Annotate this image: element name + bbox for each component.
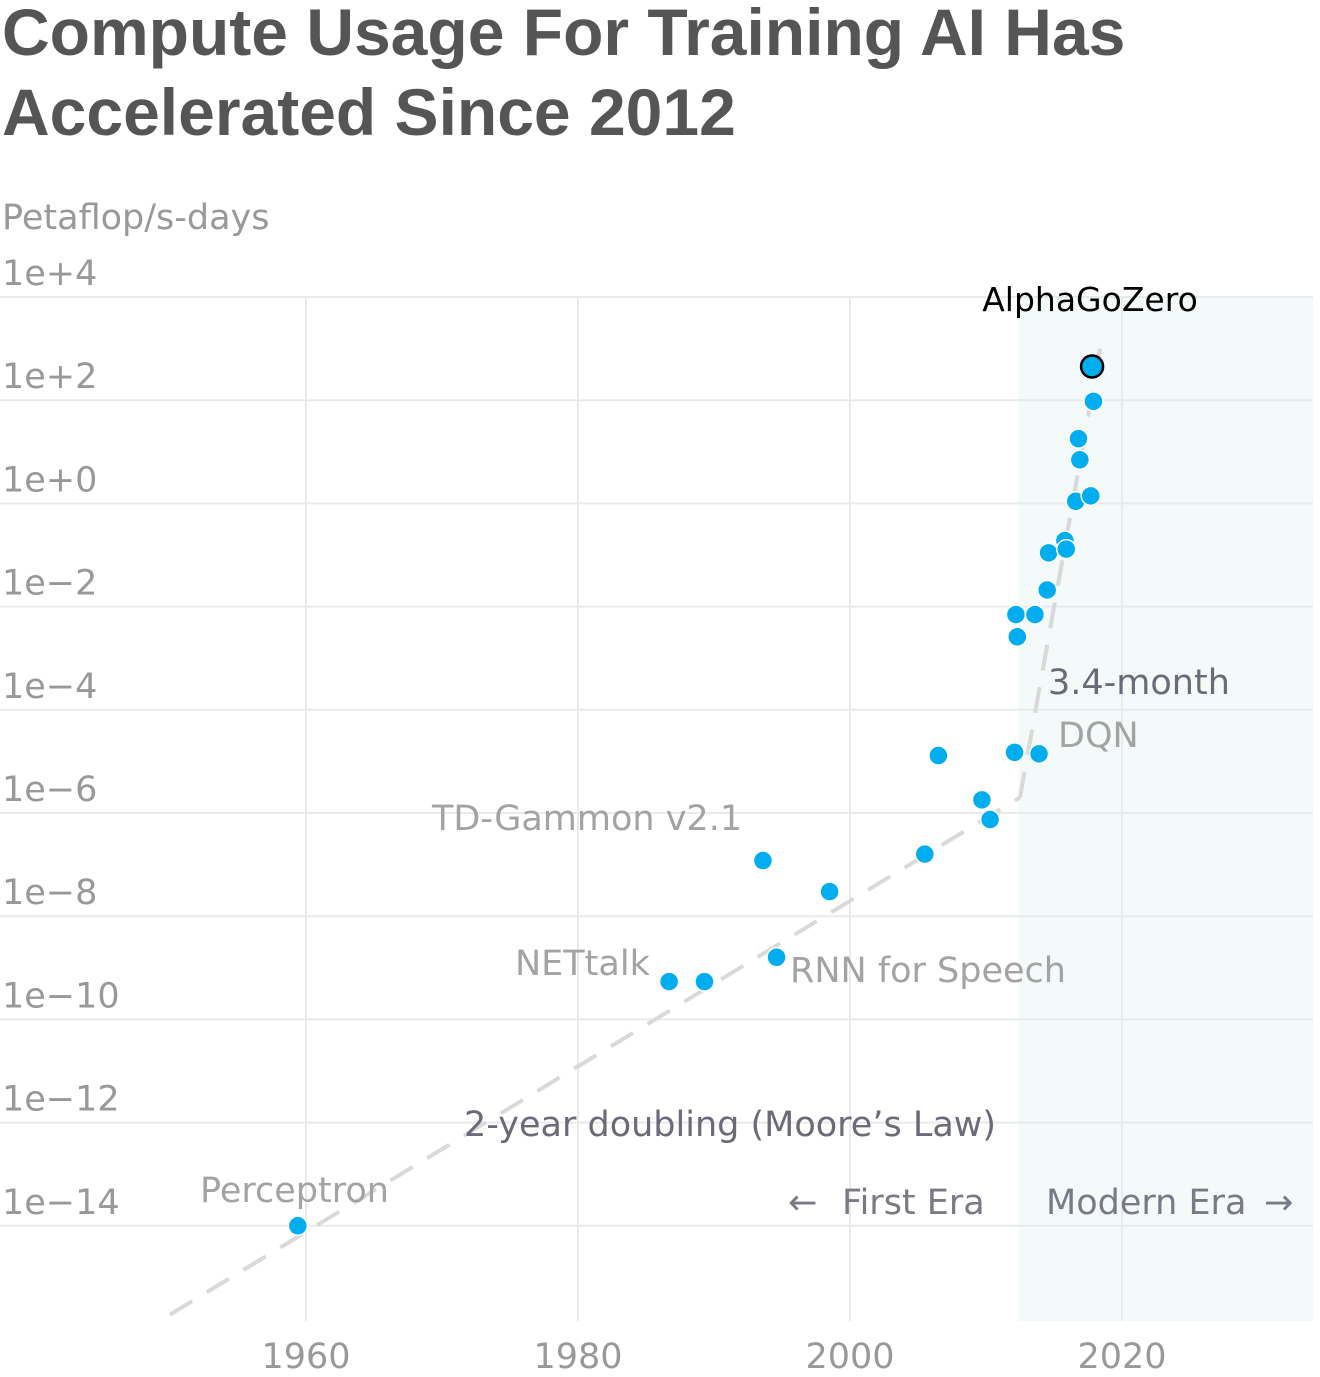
x-tick-label: 2000 [805,1337,894,1377]
first-era-arrow: ← [788,1183,817,1223]
data-point [766,947,787,968]
y-tick-label: 1e+4 [2,254,97,294]
data-point [1004,742,1025,763]
modern-era-arrow: → [1264,1183,1293,1223]
x-tick-label: 2020 [1077,1337,1166,1377]
data-point [1068,428,1089,449]
y-tick-label: 1e+2 [2,357,97,397]
annotation-td-gammon: TD-Gammon v2.1 [431,799,742,839]
annotation-dqn: DQN [1058,716,1139,756]
y-tick-label: 1e−4 [2,667,97,707]
data-point [1028,743,1050,765]
chart-title: Compute Usage For Training AI Has Accele… [2,0,1126,149]
data-point [752,850,774,871]
annotation-perceptron: Perceptron [200,1171,389,1211]
data-point [658,971,680,992]
data-point [1036,579,1058,601]
data-point [694,971,715,992]
y-tick-label: 1e−10 [2,976,120,1016]
y-tick-label: 1e+0 [2,460,97,500]
modern-era-band [1018,297,1313,1321]
x-tick-label: 1980 [533,1337,622,1377]
y-axis-unit-label: Petaflop/s-days [2,198,270,238]
data-point [971,789,993,811]
data-point [819,881,840,902]
annotation-alphagozero: AlphaGoZero [982,280,1198,319]
data-point [287,1215,309,1237]
annotation-3-4-month: 3.4-month [1048,663,1230,703]
data-point [1080,485,1101,507]
data-point [1007,626,1028,648]
trend-line [168,795,1022,1317]
data-point [914,843,936,865]
data-point [1055,538,1077,560]
data-point [1069,449,1091,471]
data-point-highlighted [1079,354,1105,379]
y-tick-label: 1e−2 [2,564,97,604]
data-point [928,745,949,766]
data-point [1005,604,1027,625]
annotation-moores-law: 2-year doubling (Moore’s Law) [464,1105,996,1145]
data-point [979,809,1001,830]
y-tick-label: 1e−8 [2,873,97,913]
x-tick-label: 1960 [261,1337,350,1377]
data-point [1083,391,1104,412]
y-tick-label: 1e−6 [2,770,97,810]
y-tick-label: 1e−12 [2,1080,120,1120]
y-tick-label: 1e−14 [2,1183,120,1223]
data-point [1038,542,1059,564]
first-era-label: First Era [842,1183,985,1223]
annotation-nettalk: NETtalk [515,944,651,984]
modern-era-label: Modern Era [1046,1183,1246,1223]
annotation-rnn-for-speech: RNN for Speech [790,951,1066,991]
data-point [1024,604,1046,625]
